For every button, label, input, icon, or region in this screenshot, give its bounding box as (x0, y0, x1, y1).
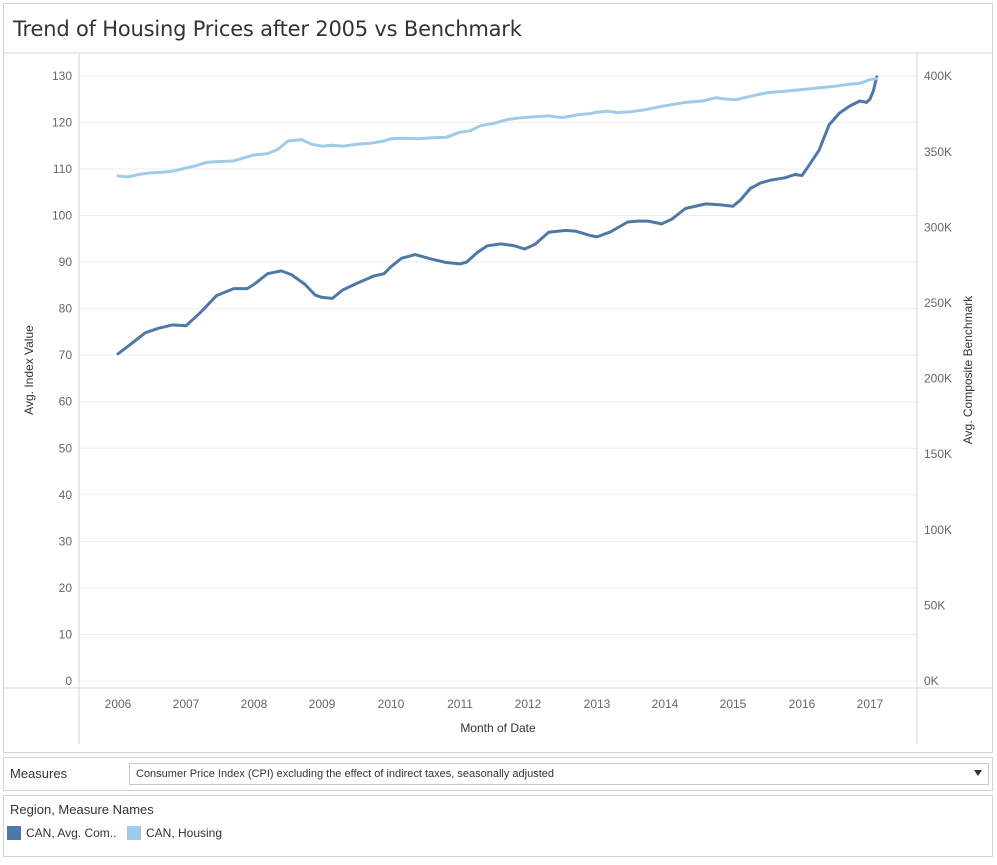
chevron-down-icon[interactable] (974, 770, 982, 776)
legend-label: CAN, Housing (146, 826, 223, 840)
y-left-tick-label: 20 (59, 581, 73, 595)
x-tick-label: 2017 (857, 697, 884, 711)
y-left-axis-title: Avg. Index Value (22, 325, 36, 415)
series-lines (116, 75, 879, 356)
y-left-tick-label: 30 (59, 534, 73, 548)
y-left-tick-label: 100 (52, 209, 72, 223)
legend-title: Region, Measure Names (10, 802, 154, 817)
y-right-tick-label: 400K (924, 69, 952, 83)
y-left-tick-label: 120 (52, 115, 72, 129)
measures-selected-value: Consumer Price Index (CPI) excluding the… (136, 768, 555, 780)
legend-label: CAN, Avg. Com.. (26, 826, 117, 840)
y-left-tick-label: 40 (59, 488, 73, 502)
y-right-tick-label: 200K (924, 372, 952, 386)
y-right-tick-label: 0K (924, 674, 939, 688)
y-right-tick-label: 150K (924, 447, 952, 461)
y-right-tick-label: 50K (924, 598, 945, 612)
y-left-tick-label: 90 (59, 255, 73, 269)
x-tick-label: 2013 (584, 697, 611, 711)
x-tick-label: 2007 (173, 697, 200, 711)
y-right-axis-title: Avg. Composite Benchmark (961, 295, 975, 445)
tick-labels: 0 10 20 30 40 50 60 70 80 90 100 110 120 130 0K 50K 100K… (22, 69, 975, 735)
y-left-tick-label: 60 (59, 395, 73, 409)
x-tick-label: 2010 (378, 697, 405, 711)
y-left-tick-label: 10 (59, 627, 73, 641)
y-right-tick-label: 300K (924, 220, 952, 234)
y-left-tick-label: 110 (53, 162, 72, 176)
x-tick-label: 2016 (789, 697, 816, 711)
x-tick-label: 2008 (241, 697, 268, 711)
chart-title: Trend of Housing Prices after 2005 vs Be… (13, 17, 522, 41)
measures-dropdown[interactable]: Consumer Price Index (CPI) excluding the… (129, 763, 989, 785)
legend-item-housing[interactable]: CAN, Housing (127, 826, 222, 840)
axes (3, 52, 993, 744)
chart-canvas: 0 10 20 30 40 50 60 70 80 90 100 110 120 130 0K 50K 100K… (3, 52, 993, 744)
y-right-tick-label: 250K (924, 296, 952, 310)
y-left-tick-label: 70 (59, 348, 73, 362)
y-right-tick-label: 100K (924, 523, 952, 537)
series-line-avg-composite (116, 75, 879, 356)
legend-swatch-light (127, 826, 141, 840)
y-left-tick-label: 130 (52, 69, 72, 83)
series-line-housing (116, 77, 879, 179)
x-tick-label: 2014 (652, 697, 679, 711)
y-right-tick-label: 350K (924, 145, 952, 159)
x-tick-label: 2009 (309, 697, 336, 711)
measures-label: Measures (10, 766, 68, 781)
x-tick-label: 2012 (515, 697, 542, 711)
y-left-tick-label: 50 (59, 441, 73, 455)
x-axis-title: Month of Date (460, 721, 536, 735)
legend-panel (3, 795, 993, 857)
x-tick-label: 2015 (720, 697, 747, 711)
y-left-tick-label: 0 (65, 674, 72, 688)
x-tick-label: 2011 (447, 697, 473, 711)
y-left-tick-label: 80 (59, 302, 73, 316)
legend-item-avg-composite[interactable]: CAN, Avg. Com.. (7, 826, 116, 840)
legend-swatch-dark (7, 826, 21, 840)
grid-lines (79, 75, 917, 682)
x-tick-label: 2006 (105, 697, 132, 711)
